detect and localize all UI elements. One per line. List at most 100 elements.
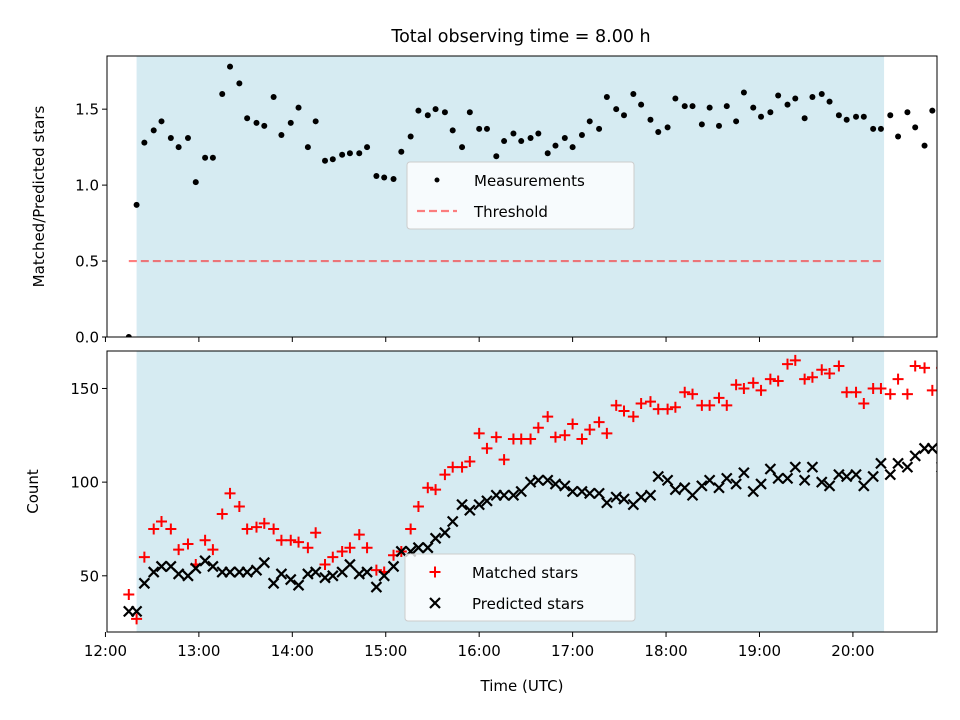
matched-point	[542, 411, 554, 423]
measurement-point	[219, 90, 226, 97]
measurement-point	[270, 94, 277, 101]
measurement-point	[441, 109, 448, 116]
measurement-point	[853, 113, 860, 120]
measurement-point	[398, 148, 405, 155]
matched-point	[610, 399, 622, 411]
measurement-point	[175, 144, 182, 151]
predicted-point	[944, 481, 954, 491]
predicted-point	[199, 555, 211, 567]
predicted-point	[327, 570, 339, 582]
matched-point	[353, 529, 365, 541]
measurement-point	[809, 94, 816, 101]
bottom-axes-frame	[106, 350, 938, 633]
measurement-point	[946, 130, 952, 136]
x-tick-label: 15:00	[364, 642, 407, 660]
measurement-point	[329, 156, 336, 163]
measurement-point	[689, 103, 696, 110]
measurement-point	[826, 98, 833, 105]
predicted-point	[515, 485, 527, 498]
measurement-point	[133, 201, 140, 208]
measurement-point	[723, 103, 730, 110]
measurement-point	[339, 151, 346, 158]
y-tick-label: 150	[70, 380, 99, 398]
predicted-point	[618, 493, 630, 505]
predicted-point	[370, 581, 383, 593]
measurement-point	[432, 106, 439, 113]
measurement-point	[390, 176, 397, 183]
matched-point	[618, 405, 630, 417]
measurement-point	[904, 109, 911, 116]
measurement-point	[373, 172, 380, 179]
measurement-point	[312, 118, 319, 125]
measurement-point	[698, 121, 705, 128]
matched-point	[755, 384, 767, 396]
measurement-point	[895, 133, 902, 140]
matched-point	[156, 515, 168, 527]
measurement-point	[630, 90, 637, 97]
predicted-point	[840, 470, 853, 483]
predicted-point	[138, 577, 151, 590]
predicted-point	[387, 560, 400, 573]
measurement-point	[801, 115, 808, 122]
predicted-point	[559, 480, 571, 492]
measurement-point	[227, 63, 234, 70]
legend-marker-x	[429, 597, 441, 609]
top-y-axis-label: Matched/Predicted stars	[30, 106, 48, 288]
matched-point	[422, 482, 434, 494]
predicted-point	[789, 461, 802, 473]
measurements-series	[125, 63, 952, 337]
matched-point	[909, 360, 921, 372]
matched-point	[165, 523, 177, 535]
measurement-point	[141, 139, 148, 146]
matched-point	[241, 523, 253, 535]
matched-point	[764, 373, 776, 385]
measurement-point	[364, 144, 371, 151]
measurement-point	[407, 133, 414, 140]
matched-point	[207, 544, 219, 556]
bottom-panel: 50 100 150 12:00 13:00 14:00 15:00 16:00 17:00 18…	[24, 350, 954, 695]
top-legend: Measurements Threshold	[406, 161, 635, 230]
predicted-stars-series	[123, 442, 954, 618]
legend-label: Measurements	[474, 172, 585, 190]
predicted-point	[309, 566, 322, 578]
matched-point	[576, 433, 588, 445]
predicted-point	[593, 487, 605, 500]
matched-point	[285, 534, 297, 546]
measurement-point	[835, 112, 842, 119]
measurement-point	[202, 154, 209, 161]
predicted-point	[473, 498, 485, 511]
x-tick-label: 17:00	[551, 642, 594, 660]
predicted-point	[412, 541, 425, 554]
matched-point	[456, 461, 468, 473]
matched-point	[182, 538, 194, 550]
predicted-point	[661, 474, 674, 487]
matched-point	[772, 375, 784, 387]
matched-point	[302, 542, 314, 554]
matched-point	[833, 360, 845, 372]
matched-point	[721, 399, 733, 411]
predicted-point	[284, 573, 297, 586]
predicted-point	[258, 556, 271, 569]
predicted-point	[378, 570, 390, 582]
x-tick-label: 20:00	[831, 642, 874, 660]
predicted-point	[147, 566, 160, 578]
measurement-point	[415, 107, 422, 114]
matched-point	[627, 411, 639, 423]
measurement-point	[192, 179, 199, 186]
measurement-point	[150, 127, 157, 134]
matched-point	[816, 364, 828, 376]
predicted-point	[875, 457, 887, 470]
predicted-point	[446, 515, 459, 528]
matched-point	[430, 484, 442, 496]
x-axis-label: Time (UTC)	[480, 677, 564, 695]
matched-point	[850, 386, 862, 398]
matched-point	[327, 551, 339, 563]
legend-marker-plus	[429, 566, 441, 578]
matched-point	[652, 403, 664, 415]
measurement-point	[346, 150, 353, 157]
matched-point	[799, 373, 811, 385]
measurement-point	[295, 104, 302, 111]
predicted-point	[361, 566, 373, 578]
predicted-point	[566, 485, 579, 498]
